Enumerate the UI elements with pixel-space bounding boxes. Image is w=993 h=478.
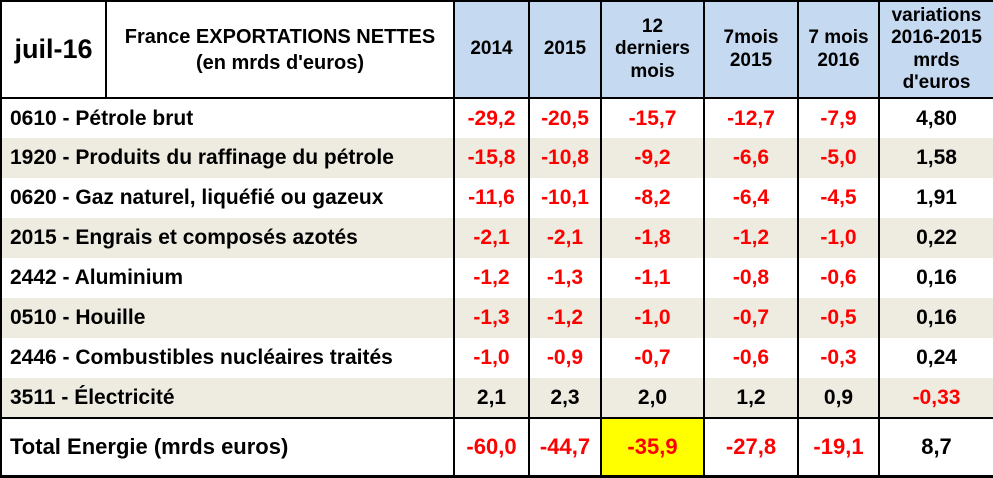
value-cell: 0,16 xyxy=(878,298,993,338)
value-cell: -29,2 xyxy=(453,98,529,138)
value-cell: -0,9 xyxy=(528,338,601,378)
value-cell: -5,0 xyxy=(797,138,879,178)
value-cell: -0,5 xyxy=(797,298,879,338)
value-cell: 2,3 xyxy=(528,378,601,418)
row-label: 1920 - Produits du raffinage du pétrole xyxy=(10,146,394,169)
value-cell: -20,5 xyxy=(528,98,601,138)
value-cell: 0,16 xyxy=(878,258,993,298)
value-cell: -0,6 xyxy=(797,258,879,298)
value-cell: -10,8 xyxy=(528,138,601,178)
header-row: juil-16 France EXPORTATIONS NETTES (en m… xyxy=(1,1,993,99)
total-label: Total Energie (mrds euros) xyxy=(1,417,454,476)
value-cell: -11,6 xyxy=(453,178,529,218)
row-label: 2442 - Aluminium xyxy=(10,266,184,289)
value-cell: 0,9 xyxy=(797,378,879,418)
value-cell: 1,91 xyxy=(878,178,993,218)
value-cell: -8,2 xyxy=(600,178,704,218)
row-label: 0510 - Houille xyxy=(10,306,146,329)
value-cell: -10,1 xyxy=(528,178,601,218)
col-header-7-mois-2016: 7 mois 2016 xyxy=(797,1,879,99)
total-row: Total Energie (mrds euros) -60,0 -44,7 -35,… xyxy=(1,417,993,476)
row-label: 0610 - Pétrole brut xyxy=(10,106,194,130)
table-row: 0510 - Houille -1,3 -1,2 -1,0 -0,7 -0,5 0,16 xyxy=(1,298,993,338)
value-cell: 0,24 xyxy=(878,338,993,378)
value-cell: -2,1 xyxy=(453,218,529,258)
value-cell: -19,1 xyxy=(797,417,879,476)
value-cell: -1,3 xyxy=(528,258,601,298)
table-row: 1920 - Produits du raffinage du pétrole -… xyxy=(1,138,993,178)
value-cell: -9,2 xyxy=(600,138,704,178)
table-row: 2442 - Aluminium -1,2 -1,3 -1,1 -0,8 -0,6 0,16 xyxy=(1,258,993,298)
value-cell: 4,80 xyxy=(878,98,993,138)
col-header-2014: 2014 xyxy=(453,1,529,99)
row-label: 0620 - Gaz naturel, liquéfié ou gazeux xyxy=(10,186,384,209)
value-cell: -27,8 xyxy=(703,417,798,476)
value-cell: -1,2 xyxy=(703,218,798,258)
col-header-2015: 2015 xyxy=(528,1,601,99)
value-cell: -0,7 xyxy=(600,338,704,378)
value-cell: -1,2 xyxy=(528,298,601,338)
value-cell: -15,7 xyxy=(600,98,704,138)
value-cell: -1,0 xyxy=(797,218,879,258)
value-cell: 2,1 xyxy=(453,378,529,418)
value-cell: -15,8 xyxy=(453,138,529,178)
table-body: 0610 - Pétrole brut -29,2 -20,5 -15,7 -12,7-… xyxy=(1,98,993,476)
value-cell: -1,0 xyxy=(453,338,529,378)
row-label: 2015 - Engrais et composés azotés xyxy=(10,226,358,249)
value-cell: -6,4 xyxy=(703,178,798,218)
value-cell: 1,58 xyxy=(878,138,993,178)
row-label: 3511 - Électricité xyxy=(10,385,175,409)
highlighted-value-cell: -35,9 xyxy=(600,417,704,476)
value-cell: -1,8 xyxy=(600,218,704,258)
table-title: France EXPORTATIONS NETTES (en mrds d'eu… xyxy=(105,1,454,99)
col-header-variations: variations 2016-2015 mrds d'euros xyxy=(878,1,993,99)
table-row: 2446 - Combustibles nucléaires traités -1… xyxy=(1,338,993,378)
value-cell: -6,6 xyxy=(703,138,798,178)
value-cell: -1,3 xyxy=(453,298,529,338)
value-cell: -0,7 xyxy=(703,298,798,338)
table-row: 0610 - Pétrole brut -29,2 -20,5 -15,7 -12,7-… xyxy=(1,98,993,138)
value-cell: -44,7 xyxy=(528,417,601,476)
value-cell: -1,0 xyxy=(600,298,704,338)
value-cell: 8,7 xyxy=(878,417,993,476)
value-cell: -60,0 xyxy=(453,417,529,476)
table-row: 3511 - Électricité 2,1 2,3 2,0 1,2 0,9 -0,33 xyxy=(1,378,993,418)
value-cell: -0,6 xyxy=(703,338,798,378)
col-header-7mois-2015: 7mois 2015 xyxy=(703,1,798,99)
value-cell: -2,1 xyxy=(528,218,601,258)
value-cell: -0,33 xyxy=(878,378,993,418)
value-cell: 1,2 xyxy=(703,378,798,418)
value-cell: -7,9 xyxy=(797,98,879,138)
value-cell: -0,3 xyxy=(797,338,879,378)
value-cell: -4,5 xyxy=(797,178,879,218)
value-cell: -0,8 xyxy=(703,258,798,298)
table-row: 2015 - Engrais et composés azotés -2,1 -2,… xyxy=(1,218,993,258)
value-cell: 0,22 xyxy=(878,218,993,258)
table-row: 0620 - Gaz naturel, liquéfié ou gazeux -1… xyxy=(1,178,993,218)
value-cell: -1,2 xyxy=(453,258,529,298)
date-cell: juil-16 xyxy=(1,1,106,99)
value-cell: -12,7 xyxy=(703,98,798,138)
row-label: 2446 - Combustibles nucléaires traités xyxy=(10,346,393,369)
col-header-12-derniers-mois: 12 derniers mois xyxy=(600,1,704,99)
value-cell: -1,1 xyxy=(600,258,704,298)
value-cell: 2,0 xyxy=(600,378,704,418)
